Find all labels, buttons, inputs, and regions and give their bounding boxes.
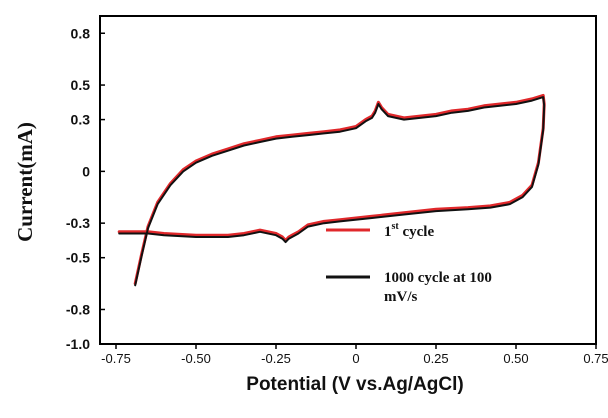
y-tick-label: -0.5 [66, 250, 90, 266]
y-tick-label: 0 [82, 163, 90, 179]
x-tick-label: 0.50 [503, 351, 528, 366]
x-axis-title: Potential (V vs.Ag/AgCl) [246, 374, 463, 395]
y-tick-label: 0.5 [71, 77, 91, 93]
y-tick-label: -0.3 [66, 215, 90, 231]
x-axis-ticks: -0.75 -0.50 -0.25 0 0.25 0.50 0.75 [101, 344, 608, 366]
series-line-1st-cycle [117, 93, 546, 286]
legend: 1st cycle 1000 cycle at 100 mV/s [326, 221, 492, 305]
y-axis-ticks: 0.8 0.5 0.3 0 -0.3 -0.5 -0.8 -1.0 [66, 25, 105, 352]
series-line-1000-cycle [118, 96, 546, 287]
x-tick-label: -0.50 [181, 351, 211, 366]
plot-frame [99, 15, 597, 345]
y-tick-label: -1.0 [66, 336, 90, 352]
x-tick-label: -0.25 [261, 351, 291, 366]
y-tick-label: -0.8 [66, 301, 90, 317]
x-tick-label: -0.75 [101, 351, 131, 366]
legend-label-1000-cycle-line1: 1000 cycle at 100 [384, 270, 492, 286]
x-tick-label: 0 [352, 351, 359, 366]
y-axis-title: Current(mA) [13, 122, 37, 242]
y-tick-label: 0.8 [71, 25, 91, 41]
x-tick-label: 0.75 [583, 351, 608, 366]
legend-label-1000-cycle-line2: mV/s [384, 289, 417, 305]
x-tick-label: 0.25 [423, 351, 448, 366]
legend-label-1st-cycle: 1st cycle [384, 221, 434, 240]
y-tick-label: 0.3 [71, 112, 91, 128]
series-layer [117, 93, 546, 287]
